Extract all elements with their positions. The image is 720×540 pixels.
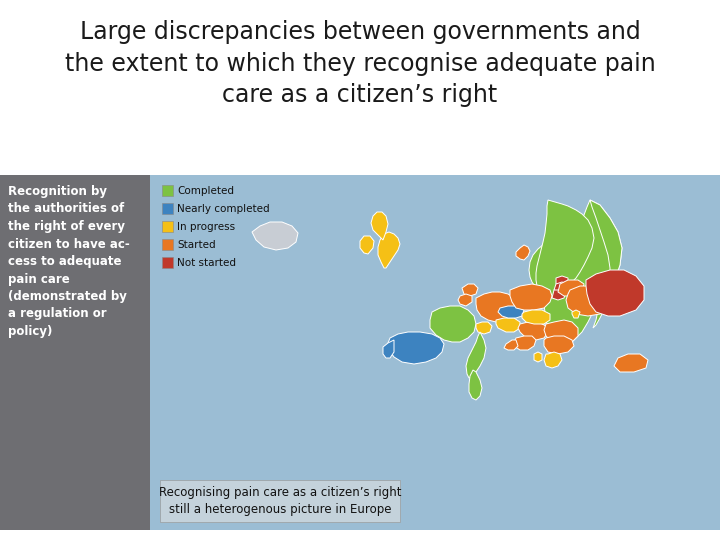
Polygon shape [462, 284, 478, 296]
Text: Recognition by
the authorities of
the right of every
citizen to have ac-
cess to: Recognition by the authorities of the ri… [8, 185, 130, 338]
Text: In progress: In progress [177, 221, 235, 232]
Polygon shape [590, 200, 622, 328]
Polygon shape [476, 322, 492, 334]
Polygon shape [510, 284, 552, 310]
Polygon shape [360, 236, 374, 254]
Text: Completed: Completed [177, 186, 234, 195]
Polygon shape [504, 340, 518, 350]
Bar [162, 221, 173, 232]
Bar [162, 257, 173, 268]
Bar [162, 239, 173, 250]
Polygon shape [554, 282, 568, 292]
Polygon shape [496, 318, 520, 332]
Polygon shape [522, 310, 550, 324]
Polygon shape [572, 310, 580, 318]
Polygon shape [558, 280, 584, 296]
Polygon shape [498, 306, 524, 318]
Polygon shape [614, 354, 648, 372]
Polygon shape [516, 245, 530, 260]
Polygon shape [536, 200, 594, 298]
Polygon shape [518, 322, 548, 340]
Polygon shape [566, 286, 610, 316]
Polygon shape [388, 332, 444, 364]
Bar [162, 185, 173, 196]
Polygon shape [534, 352, 542, 362]
Text: Nearly completed: Nearly completed [177, 204, 269, 213]
Polygon shape [371, 212, 388, 240]
Polygon shape [476, 292, 516, 322]
Polygon shape [383, 340, 394, 358]
Text: Large discrepancies between governments and
the extent to which they recognise a: Large discrepancies between governments … [65, 20, 655, 107]
Polygon shape [586, 270, 644, 316]
Polygon shape [252, 222, 298, 250]
FancyBboxPatch shape [160, 480, 400, 522]
Text: Started: Started [177, 240, 215, 249]
Polygon shape [469, 370, 482, 400]
Polygon shape [430, 306, 476, 342]
Bar [150, 175, 720, 530]
Polygon shape [544, 336, 574, 354]
Polygon shape [514, 336, 536, 350]
Text: Recognising pain care as a citizen’s right
still a heterogenous picture in Europ: Recognising pain care as a citizen’s rig… [158, 486, 401, 516]
Polygon shape [466, 332, 486, 378]
Polygon shape [458, 294, 472, 306]
Text: Not started: Not started [177, 258, 236, 267]
Polygon shape [544, 320, 578, 344]
Polygon shape [529, 200, 622, 348]
Polygon shape [378, 232, 400, 268]
Polygon shape [544, 352, 562, 368]
Bar [0, 175, 150, 530]
Bar [162, 203, 173, 214]
Polygon shape [556, 276, 568, 286]
Polygon shape [552, 290, 566, 300]
